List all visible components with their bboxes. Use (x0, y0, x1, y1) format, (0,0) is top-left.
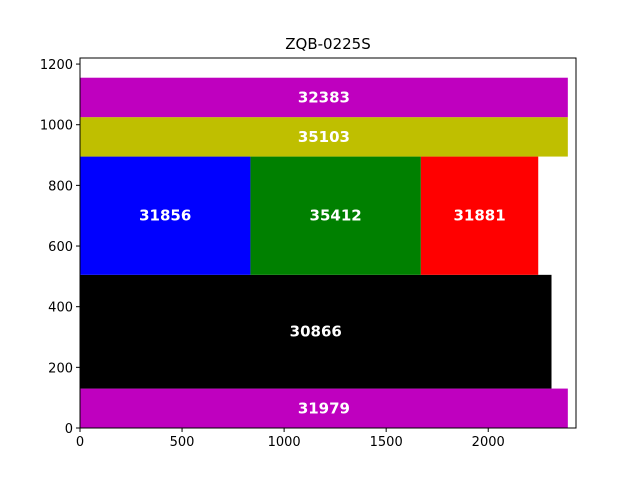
treemap-rect-30866 (80, 274, 552, 389)
rect-label-32383: 32383 (298, 88, 350, 106)
rect-label-31979: 31979 (298, 399, 350, 417)
x-tick-label: 0 (76, 435, 84, 450)
rects-layer (80, 77, 568, 428)
x-tick-label: 500 (170, 435, 195, 450)
y-tick-label: 0 (65, 422, 73, 437)
treemap-rect-35412 (250, 156, 421, 275)
treemap-rect-32383 (80, 77, 568, 118)
rect-label-35412: 35412 (310, 207, 362, 225)
y-tick-label: 200 (48, 361, 73, 376)
y-tick-label: 800 (48, 179, 73, 194)
axes-layer: 0 500 1000 1500 2000 0 200 400 600 800 1000 1200 (40, 58, 505, 450)
x-tick-label: 2000 (472, 435, 505, 450)
x-tick-label: 1500 (370, 435, 403, 450)
treemap-rect-35103 (80, 117, 568, 157)
rect-label-30866: 30866 (290, 323, 342, 341)
treemap-rect-31881 (420, 156, 539, 275)
rect-label-31856: 31856 (139, 207, 191, 225)
treemap-rect-31979 (80, 388, 568, 428)
y-tick-label: 1200 (40, 58, 73, 73)
rect-label-31881: 31881 (453, 207, 505, 225)
chart-title: ZQB-0225S (285, 35, 370, 53)
y-tick-label: 1000 (40, 119, 73, 134)
labels-layer: 31979 30866 31856 35412 31881 35103 32383 (139, 88, 506, 417)
y-tick-label: 400 (48, 301, 73, 316)
x-tick-label: 1000 (268, 435, 301, 450)
plot-frame (79, 57, 577, 429)
treemap-rect-31856 (80, 156, 251, 275)
rect-label-35103: 35103 (298, 128, 350, 146)
y-tick-label: 600 (48, 240, 73, 255)
